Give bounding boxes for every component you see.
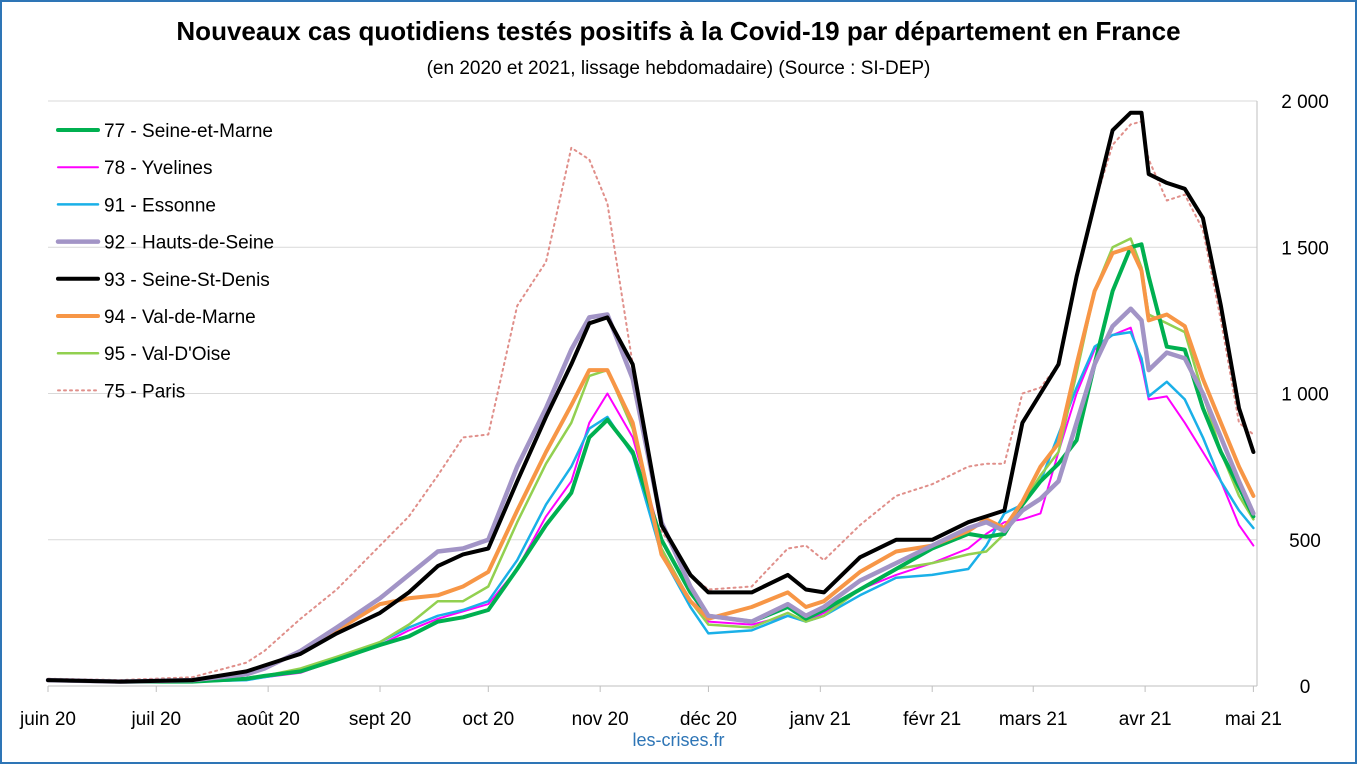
source-credit: les-crises.fr (632, 730, 725, 750)
x-tick-label: déc 20 (680, 709, 737, 730)
legend: 77 - Seine-et-Marne 78 - Yvelines 91 - Ess… (55, 121, 274, 402)
gridlines (48, 100, 1257, 541)
x-axis: juin 20 juil 20 août 20 sept 20 oct 20 nov 20… (19, 685, 1282, 730)
legend-label: 95 - Val-D'Oise (104, 344, 231, 365)
chart-subtitle: (en 2020 et 2021, lissage hebdomadaire) … (426, 58, 931, 79)
series-line (46, 110, 1256, 684)
x-tick-label: mars 21 (999, 709, 1068, 730)
legend-label: 92 - Hauts-de-Seine (104, 233, 274, 254)
y-tick-label: 1 000 (1281, 385, 1329, 406)
x-tick-label: juil 20 (130, 709, 181, 730)
x-tick-label: oct 20 (462, 709, 514, 730)
legend-label: 93 - Seine-St-Denis (104, 270, 270, 291)
y-tick-label: 0 (1300, 677, 1311, 698)
x-tick-label: mai 21 (1225, 709, 1282, 730)
y-tick-label: 500 (1289, 531, 1321, 552)
chart-title: Nouveaux cas quotidiens testés positifs … (176, 16, 1181, 46)
x-tick-label: juin 20 (19, 709, 76, 730)
series-lines (45, 110, 1256, 684)
x-tick-label: janv 21 (789, 709, 851, 730)
series-line (46, 242, 1256, 684)
series-line (45, 306, 1256, 684)
legend-label: 75 - Paris (104, 381, 185, 402)
legend-label: 91 - Essonne (104, 195, 216, 216)
legend-label: 77 - Seine-et-Marne (104, 121, 273, 142)
y-axis: 0 500 1 000 1 500 2 000 (1256, 92, 1329, 698)
y-tick-label: 1 500 (1281, 238, 1329, 259)
legend-label: 94 - Val-de-Marne (104, 307, 256, 328)
legend-label: 78 - Yvelines (104, 158, 212, 179)
series-line (46, 237, 1255, 683)
y-tick-label: 2 000 (1281, 92, 1329, 113)
x-tick-label: sept 20 (349, 709, 411, 730)
x-tick-label: févr 21 (903, 709, 961, 730)
x-tick-label: nov 20 (572, 709, 629, 730)
x-tick-label: avr 21 (1119, 709, 1172, 730)
x-tick-label: août 20 (236, 709, 299, 730)
series-line (47, 120, 1255, 682)
